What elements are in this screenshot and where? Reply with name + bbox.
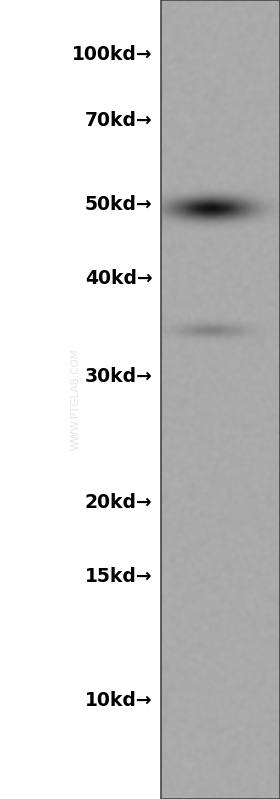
Text: 30kd→: 30kd→ [85,368,153,387]
Bar [161,0,280,799]
Text: WWW.PTGLAB.COM: WWW.PTGLAB.COM [71,348,81,451]
Text: 70kd→: 70kd→ [85,110,153,129]
Text: 10kd→: 10kd→ [85,690,153,710]
Text: 40kd→: 40kd→ [85,268,153,288]
Text: 20kd→: 20kd→ [85,494,153,512]
Text: 50kd→: 50kd→ [85,196,153,214]
Text: 100kd→: 100kd→ [72,46,153,65]
Text: 15kd→: 15kd→ [85,567,153,586]
